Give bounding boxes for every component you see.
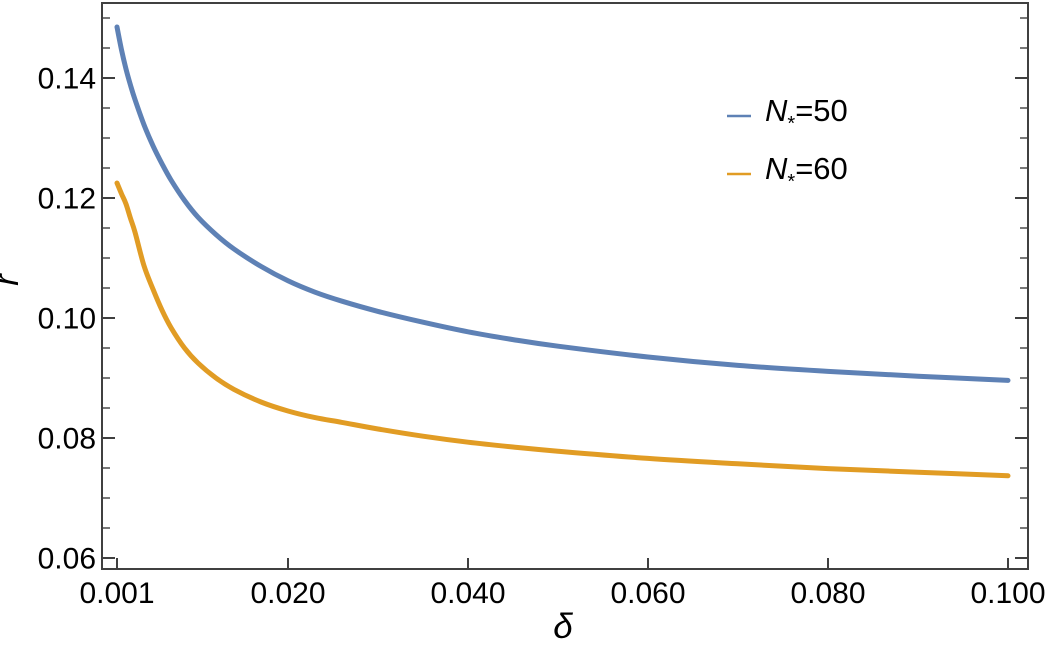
x-axis-tick-label: 0.100 <box>970 577 1045 610</box>
y-axis-tick-label: 0.14 <box>38 63 96 96</box>
series-line-n60 <box>114 180 1011 479</box>
x-axis-tick-label: 0.080 <box>790 577 865 610</box>
x-axis-tick-label: 0.060 <box>610 577 685 610</box>
series-line-n50 <box>114 24 1011 383</box>
legend-label-n50: N*=50 <box>765 93 848 135</box>
x-axis-tick-label: 0.020 <box>250 577 325 610</box>
y-axis-tick-label: 0.06 <box>38 543 96 576</box>
x-axis-tick-label: 0.040 <box>430 577 505 610</box>
legend-label-n60: N*=60 <box>765 151 848 193</box>
y-axis-tick-label: 0.12 <box>38 183 96 216</box>
x-axis-tick-label: 0.001 <box>79 577 154 610</box>
plot-frame <box>101 2 1029 570</box>
y-axis-label: r <box>0 273 26 286</box>
y-axis-tick-label: 0.10 <box>38 303 96 336</box>
x-axis-label: δ <box>553 607 573 646</box>
y-axis-tick-label: 0.08 <box>38 423 96 456</box>
